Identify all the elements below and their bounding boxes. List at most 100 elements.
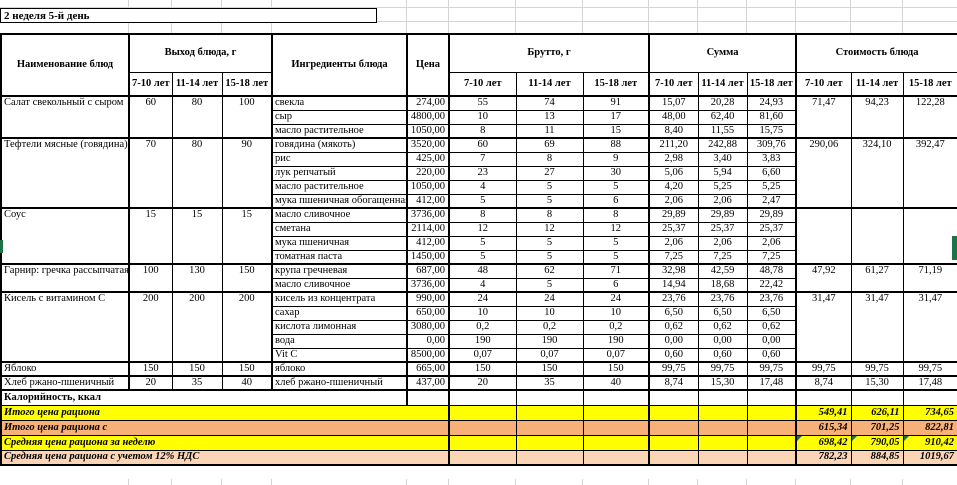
cell-sum-age-2[interactable]: 24,93 [746,95,797,111]
cell-sum-age-2[interactable]: 23,76 [746,291,797,307]
cell-calories-empty[interactable] [902,389,957,406]
cell-sum-age-1[interactable]: 99,75 [697,360,748,377]
cell-total-empty[interactable] [515,434,584,451]
cell-brutto-age-1[interactable]: 5 [515,193,584,209]
cell-sum-age-0[interactable]: 0,00 [648,333,699,349]
cell-sum-age-2[interactable]: 0,00 [746,333,797,349]
cell-total-empty[interactable] [582,449,650,467]
cell-brutto-age-1[interactable]: 5 [515,277,584,293]
cell-brutto-age-2[interactable]: 15 [582,123,650,139]
cell-brutto-age-1[interactable]: 24 [515,291,584,307]
cell-sum-age-0[interactable]: 2,06 [648,193,699,209]
cell-brutto-age-0[interactable]: 190 [448,333,517,349]
col-header-price[interactable]: Цена [406,33,450,97]
cell-calories-empty[interactable] [697,389,748,406]
cell-sum-age-2[interactable]: 309,76 [746,137,797,153]
cell-sum-age-0[interactable]: 32,98 [648,263,699,279]
cell-brutto-age-0[interactable]: 5 [448,193,517,209]
cell-sum-age-1[interactable]: 2,06 [697,193,748,209]
cell-sum-age-0[interactable]: 15,07 [648,95,699,111]
cell-sum-age-0[interactable]: 211,20 [648,137,699,153]
cell-sum-age-1[interactable]: 25,37 [697,221,748,237]
col-header-cost-age-2[interactable]: 15-18 лет [902,71,957,97]
cell-out-age-1[interactable]: 200 [171,291,223,363]
cell-ingredient-name[interactable]: масло сливочное [271,207,408,223]
cell-brutto-age-2[interactable]: 10 [582,305,650,321]
cell-brutto-age-1[interactable]: 13 [515,109,584,125]
cell-brutto-age-2[interactable]: 150 [582,360,650,377]
cell-brutto-age-1[interactable]: 69 [515,137,584,153]
cell-calories-empty[interactable] [648,389,699,406]
cell-brutto-age-0[interactable]: 23 [448,165,517,181]
cell-sum-age-2[interactable]: 3,83 [746,151,797,167]
cell-sum-age-2[interactable]: 29,89 [746,207,797,223]
cell-ingredient-name[interactable]: вода [271,333,408,349]
cell-out-age-0[interactable]: 60 [128,95,173,139]
cell-total-label[interactable]: Итого цена рациона с [0,419,450,436]
cell-sum-age-0[interactable]: 5,06 [648,165,699,181]
cell-dish-name[interactable]: Салат свекольный с сыром [0,95,130,139]
cell-sum-age-1[interactable]: 0,00 [697,333,748,349]
cell-brutto-age-2[interactable]: 71 [582,263,650,279]
col-header-out-age-1[interactable]: 11-14 лет [171,71,223,97]
cell-out-age-0[interactable]: 100 [128,263,173,293]
cell-sum-age-0[interactable]: 8,74 [648,375,699,391]
cell-total-value-age-1[interactable]: 790,05 [850,434,904,451]
cell-price[interactable]: 0,00 [406,333,450,349]
cell-sum-age-2[interactable]: 81,60 [746,109,797,125]
cell-sum-age-2[interactable]: 6,50 [746,305,797,321]
cell-total-value-age-1[interactable]: 884,85 [850,449,904,467]
cell-total-value-age-0[interactable]: 615,34 [795,419,852,436]
cell-price[interactable]: 687,00 [406,263,450,279]
col-header-sum-age-1[interactable]: 11-14 лет [697,71,748,97]
cell-total-value-age-2[interactable]: 910,42 [902,434,957,451]
cell-total-empty[interactable] [697,449,748,467]
cell-brutto-age-0[interactable]: 0,2 [448,319,517,335]
cell-sum-age-0[interactable]: 14,94 [648,277,699,293]
cell-price[interactable]: 1050,00 [406,123,450,139]
col-header-brutto-age-0[interactable]: 7-10 лет [448,71,517,97]
cell-out-age-1[interactable]: 35 [171,375,223,391]
cell-brutto-age-0[interactable]: 7 [448,151,517,167]
cell-total-value-age-0[interactable]: 782,23 [795,449,852,467]
cell-ingredient-name[interactable]: Vit C [271,347,408,363]
cell-brutto-age-1[interactable]: 8 [515,151,584,167]
cell-price[interactable]: 2114,00 [406,221,450,237]
cell-total-empty[interactable] [582,419,650,436]
cell-dish-name[interactable]: Гарнир: гречка рассыпчатая [0,263,130,293]
cell-sum-age-1[interactable]: 29,89 [697,207,748,223]
cell-out-age-1[interactable]: 130 [171,263,223,293]
cell-sum-age-0[interactable]: 2,06 [648,235,699,251]
cell-sum-age-1[interactable]: 18,68 [697,277,748,293]
cell-brutto-age-2[interactable]: 91 [582,95,650,111]
cell-out-age-2[interactable]: 40 [221,375,273,391]
cell-calories-empty[interactable] [850,389,904,406]
cell-sum-age-0[interactable]: 4,20 [648,179,699,195]
cell-sum-age-2[interactable]: 6,60 [746,165,797,181]
cell-sum-age-0[interactable]: 6,50 [648,305,699,321]
cell-sum-age-1[interactable]: 23,76 [697,291,748,307]
cell-dish-name[interactable]: Тефтели мясные (говядина) [0,137,130,209]
cell-sum-age-2[interactable]: 22,42 [746,277,797,293]
cell-ingredient-name[interactable]: мука пшеничная обогащенная [271,193,408,209]
cell-ingredient-name[interactable]: мука пшеничная [271,235,408,251]
cell-sum-age-2[interactable]: 15,75 [746,123,797,139]
cell-sum-age-1[interactable]: 3,40 [697,151,748,167]
cell-out-age-0[interactable]: 20 [128,375,173,391]
cell-brutto-age-0[interactable]: 20 [448,375,517,391]
cell-total-empty[interactable] [697,434,748,451]
cell-dish-cost-age-1[interactable]: 15,30 [850,375,904,391]
cell-dish-cost-age-0[interactable]: 8,74 [795,375,852,391]
cell-out-age-2[interactable]: 90 [221,137,273,209]
cell-ingredient-name[interactable]: масло растительное [271,123,408,139]
cell-sum-age-2[interactable]: 0,60 [746,347,797,363]
cell-price[interactable]: 412,00 [406,193,450,209]
cell-brutto-age-2[interactable]: 0,2 [582,319,650,335]
cell-total-empty[interactable] [648,404,699,421]
cell-out-age-1[interactable]: 15 [171,207,223,265]
cell-ingredient-name[interactable]: лук репчатый [271,165,408,181]
cell-price[interactable]: 990,00 [406,291,450,307]
cell-ingredient-name[interactable]: масло сливочное [271,277,408,293]
cell-out-age-0[interactable]: 150 [128,360,173,377]
cell-brutto-age-1[interactable]: 27 [515,165,584,181]
